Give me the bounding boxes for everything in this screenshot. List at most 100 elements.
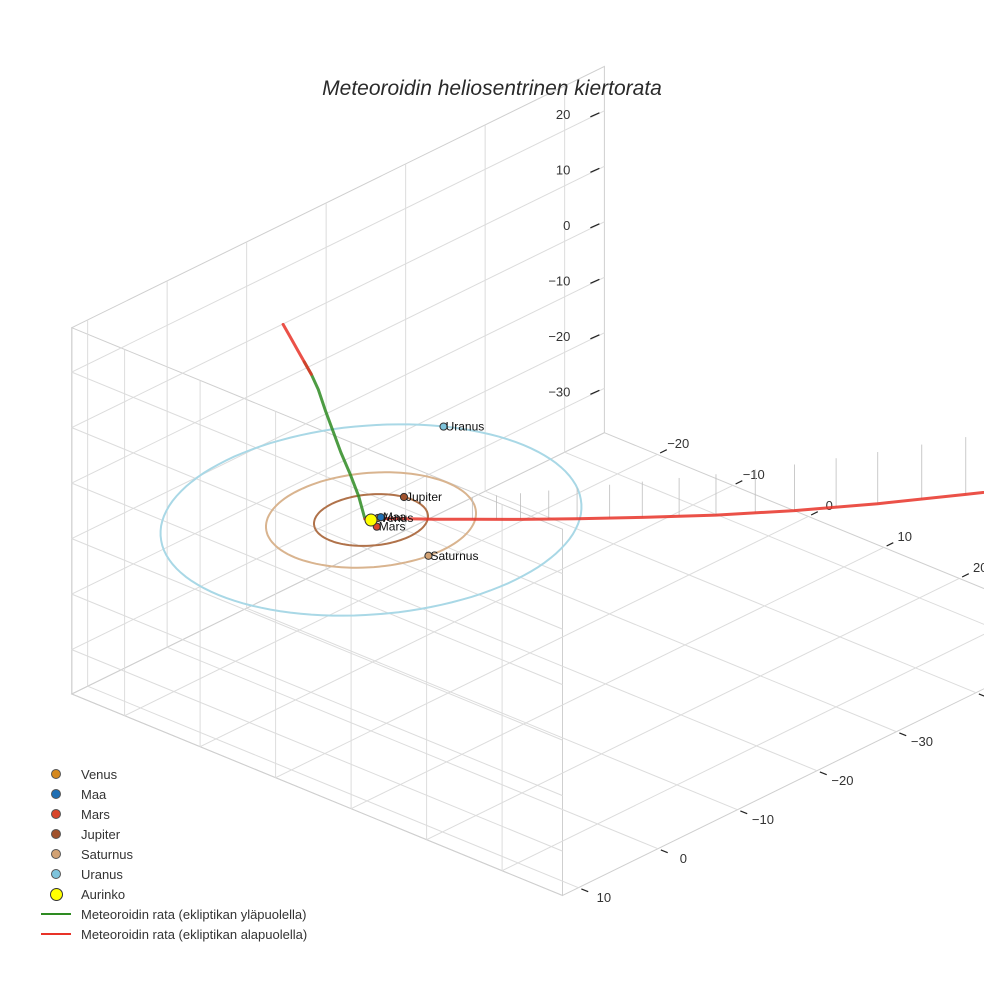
legend-symbol [40,804,72,824]
legend-label: Meteoroidin rata (ekliptikan alapuolella… [81,926,308,942]
planet-saturnus-label: Saturnus [430,549,478,563]
legend-symbol [40,864,72,884]
y-tick-mark [978,693,984,697]
grid-line-x [501,633,984,872]
grid-line-y [405,529,897,733]
planet-jupiter-label: Jupiter [406,490,442,504]
grid-line-z [71,276,605,540]
chart-title: Meteoroidin heliosentrinen kiertorata [322,77,662,100]
grid-line-y [325,568,818,772]
planet-maa-marker [376,513,385,522]
grid-line-z [71,165,605,429]
grid-line-x [275,515,809,779]
grid-line-z [71,371,563,575]
planet-uranus-marker [439,422,448,431]
z-tick-label: 10 [556,162,570,177]
legend-item: Saturnus [40,844,307,864]
orbit-jupiter [313,493,429,547]
legend-item: Aurinko [40,884,307,904]
y-tick-mark [581,888,589,893]
y-tick-label: −30 [911,734,933,749]
legend-symbol [40,844,72,864]
x-tick-label: 20 [973,560,984,575]
axis-panes [70,65,984,897]
y-tick-mark [819,771,827,776]
x-tick-mark [810,511,819,516]
planet-venus-label: Venus [380,511,413,525]
legend-label: Jupiter [81,826,121,842]
y-tick-label: −20 [831,773,853,788]
planet-aurinko-marker [364,513,378,527]
z-tick-label: −20 [548,329,570,344]
trajectory-below-line [281,322,313,376]
grid-line-z [71,387,605,651]
back-wall-y [71,326,563,897]
z-tick-mark [590,223,600,229]
grid-line-x [426,577,960,841]
y-tick-mark [660,849,668,854]
planet-maa-label: Maa [383,510,407,524]
legend-label: Maa [81,786,107,802]
legend-label: Mars [81,806,110,822]
z-tick-mark [590,167,600,173]
grid-line-x [350,546,884,810]
y-tick-mark [740,810,748,815]
grid-line-z [71,593,563,797]
z-tick-label: 20 [556,107,570,122]
trajectory-drop-lines [471,437,967,520]
x-tick-mark [961,573,970,578]
planet-uranus-label: Uranus [446,420,485,434]
y-tick-label: 10 [597,890,611,905]
legend-symbol [40,904,72,924]
x-tick-label: 0 [826,498,833,513]
trajectory-above-line [302,360,367,521]
grid-line-y [166,646,659,850]
legend-label: Saturnus [81,846,134,862]
z-tick-mark [590,389,600,395]
legend-item: Venus [40,764,307,784]
planet-saturnus-marker [424,551,433,560]
legend-item: Meteoroidin rata (ekliptikan yläpuolella… [40,904,307,924]
planet-mars-label: Mars [379,520,406,534]
grid-line-y [246,607,738,811]
grid-line-x [124,453,658,717]
z-tick-mark [590,112,600,118]
grid-line-z [71,427,563,630]
legend-item: Meteoroidin rata (ekliptikan alapuolella… [40,924,307,944]
planet-orbits [159,423,583,617]
meteoroid-trajectory [281,322,984,521]
z-tick-label: −30 [548,384,570,399]
legend-symbol [40,824,72,844]
legend-symbol [40,764,72,784]
z-tick-mark [590,334,600,340]
grid-line-z [71,649,563,852]
legend-label: Venus [81,766,118,782]
planet-jupiter-marker [399,492,409,502]
x-tick-mark [886,542,894,547]
legend-item: Uranus [40,864,307,884]
grid-line-y [87,685,579,889]
legend: Venus Maa Mars Jupiter Saturnus Uranus Aurinko… [40,764,307,944]
trajectory-below-line [363,490,984,521]
legend-item: Mars [40,804,307,824]
grid-line-x [199,484,733,748]
grid-line-z [71,221,605,484]
grid-line-z [71,538,563,741]
x-tick-mark [735,480,743,485]
legend-symbol [40,784,72,804]
z-tick-label: −10 [548,273,570,288]
back-wall-x [71,65,605,695]
orbit-uranus [159,423,583,617]
orbit-saturnus [265,471,477,569]
x-tick-mark [659,449,668,454]
y-tick-label: 0 [680,851,687,866]
x-tick-label: −20 [667,436,689,451]
x-tick-label: 10 [898,529,912,544]
y-tick-label: −10 [752,812,774,827]
grid-line-y [564,451,984,625]
legend-label: Meteoroidin rata (ekliptikan yläpuolella… [81,906,307,922]
legend-item: Maa [40,784,307,804]
legend-label: Uranus [81,866,123,882]
